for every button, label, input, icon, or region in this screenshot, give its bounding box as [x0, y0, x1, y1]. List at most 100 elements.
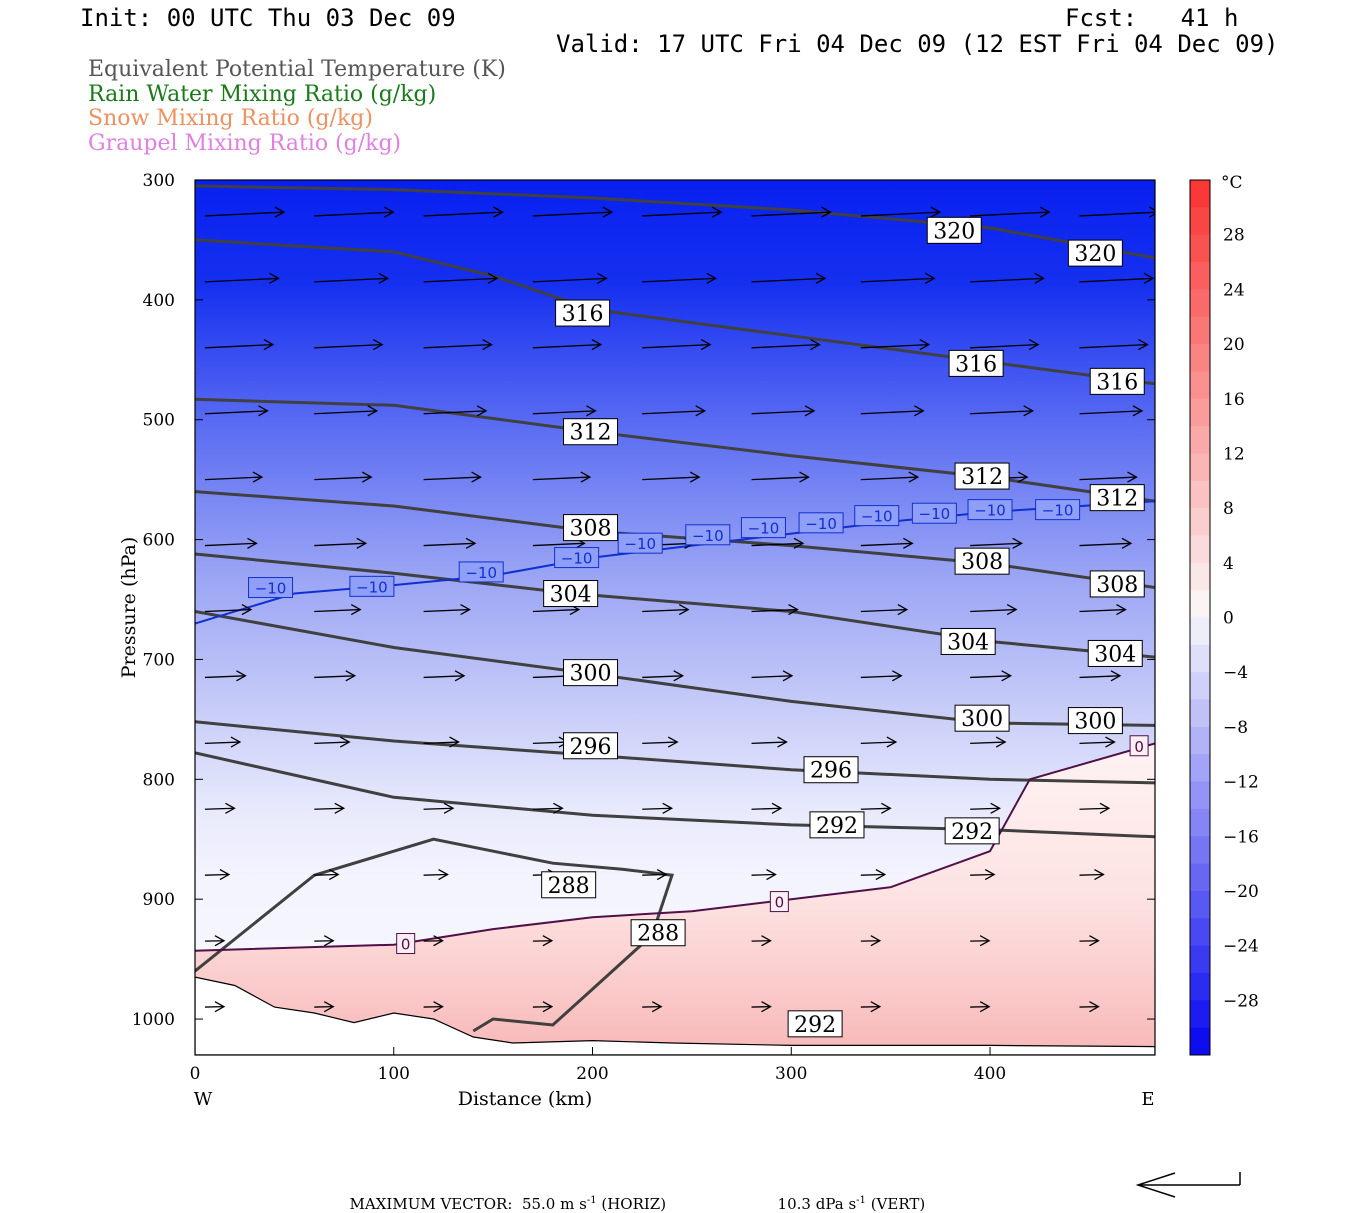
colorbar-segment: [1190, 399, 1210, 427]
max-vector-horiz-exp: -1: [587, 1195, 597, 1206]
temperature-label: −10: [561, 550, 593, 568]
wind-vector: [861, 875, 885, 876]
theta-e-label: 312: [570, 421, 612, 446]
max-vector-vert: 10.3: [778, 1195, 811, 1213]
temperature-label: −10: [748, 520, 780, 538]
colorbar-segment: [1190, 918, 1210, 946]
max-vector-vert-tag: (VERT): [871, 1195, 926, 1213]
x-end-label-east: E: [1141, 1089, 1154, 1110]
wind-vector: [314, 875, 338, 876]
theta-e-label: 296: [570, 735, 612, 760]
x-tick-label: 300: [775, 1064, 807, 1084]
wind-vector: [205, 875, 229, 876]
x-end-label-west: W: [194, 1089, 213, 1110]
max-vector-horiz: 55.0: [522, 1195, 555, 1213]
colorbar-segment: [1190, 891, 1210, 919]
colorbar-segment: [1190, 700, 1210, 728]
max-vector-vert-unit: dPa s: [816, 1195, 856, 1213]
wind-vector: [424, 875, 448, 876]
colorbar-segment: [1190, 946, 1210, 974]
colorbar-segment: [1190, 535, 1210, 563]
colorbar-segment: [1190, 426, 1210, 454]
theta-e-label: 300: [1074, 710, 1116, 735]
colorbar-segment: [1190, 371, 1210, 399]
max-vector-horiz-unit: m s: [560, 1195, 587, 1213]
temperature-label: −10: [919, 505, 951, 523]
colorbar-segment: [1190, 809, 1210, 837]
colorbar-segment: [1190, 727, 1210, 755]
y-tick-label: 700: [143, 650, 175, 670]
theta-e-label: 316: [1096, 370, 1138, 395]
colorbar-tick-label: 8: [1223, 499, 1234, 519]
colorbar-segment: [1190, 453, 1210, 481]
x-axis-label: Distance (km): [458, 1088, 593, 1110]
colorbar-segment: [1190, 645, 1210, 673]
theta-e-label: 304: [947, 630, 989, 655]
colorbar-tick-label: 20: [1223, 335, 1245, 355]
colorbar-segment: [1190, 508, 1210, 536]
theta-e-label: 300: [961, 707, 1003, 732]
colorbar-segment: [1190, 481, 1210, 509]
temperature-label: −10: [465, 564, 497, 582]
temperature-label: 0: [1134, 738, 1144, 756]
theta-e-label: 292: [951, 820, 993, 845]
temperature-label: −10: [356, 578, 388, 596]
colorbar-segment: [1190, 590, 1210, 618]
colorbar-segment: [1190, 317, 1210, 345]
temperature-label: −10: [255, 580, 287, 598]
theta-e-label: 292: [794, 1013, 836, 1038]
colorbar-segment: [1190, 289, 1210, 317]
wind-vector: [970, 875, 994, 876]
y-tick-label: 1000: [132, 1010, 175, 1030]
colorbar-segment: [1190, 262, 1210, 290]
theta-e-label: 316: [955, 352, 997, 377]
theta-e-label: 288: [637, 922, 679, 947]
colorbar-tick-label: −16: [1223, 827, 1259, 847]
y-axis-label: Pressure (hPa): [118, 537, 140, 679]
theta-e-label: 308: [961, 550, 1003, 575]
colorbar-segment: [1190, 618, 1210, 646]
temperature-label: −10: [624, 535, 656, 553]
colorbar-segment: [1190, 563, 1210, 591]
y-tick-label: 400: [143, 291, 175, 311]
x-tick-label: 400: [974, 1064, 1006, 1084]
colorbar-unit: °C: [1221, 173, 1243, 193]
colorbar-tick-label: −28: [1223, 991, 1259, 1011]
colorbar-segment: [1190, 864, 1210, 892]
theta-e-label: 308: [1096, 573, 1138, 598]
colorbar-segment: [1190, 672, 1210, 700]
theta-e-label: 316: [562, 302, 604, 327]
temperature-label: −10: [974, 502, 1006, 520]
temperature-label: 0: [401, 936, 411, 954]
x-tick-label: 200: [576, 1064, 608, 1084]
temperature-label: −10: [1042, 502, 1074, 520]
colorbar-tick-label: 0: [1223, 609, 1234, 629]
colorbar-tick-label: 16: [1223, 390, 1245, 410]
y-tick-label: 800: [143, 770, 175, 790]
max-vector-horiz-tag: (HORIZ): [601, 1195, 666, 1213]
wind-vector: [642, 875, 666, 876]
x-tick-label: 0: [190, 1064, 201, 1084]
colorbar-segment: [1190, 782, 1210, 810]
colorbar-segment: [1190, 1000, 1210, 1028]
theta-e-label: 320: [933, 219, 975, 244]
theta-e-label: 292: [816, 814, 858, 839]
x-tick-label: 100: [378, 1064, 410, 1084]
theta-e-label: 304: [1094, 642, 1136, 667]
theta-e-label: 296: [810, 759, 852, 784]
y-tick-label: 300: [143, 171, 175, 191]
y-tick-label: 500: [143, 411, 175, 431]
theta-e-label: 300: [570, 662, 612, 687]
colorbar-tick-label: 4: [1223, 554, 1234, 574]
colorbar-tick-label: −20: [1223, 882, 1259, 902]
theta-e-label: 304: [550, 583, 592, 608]
y-tick-label: 900: [143, 890, 175, 910]
colorbar-segment: [1190, 344, 1210, 372]
theta-e-label: 312: [961, 465, 1003, 490]
colorbar-segment: [1190, 180, 1210, 208]
colorbar-tick-label: −8: [1223, 718, 1248, 738]
temperature-label: −10: [861, 508, 893, 526]
colorbar-tick-label: −4: [1223, 663, 1248, 683]
temperature-label: −10: [692, 527, 724, 545]
